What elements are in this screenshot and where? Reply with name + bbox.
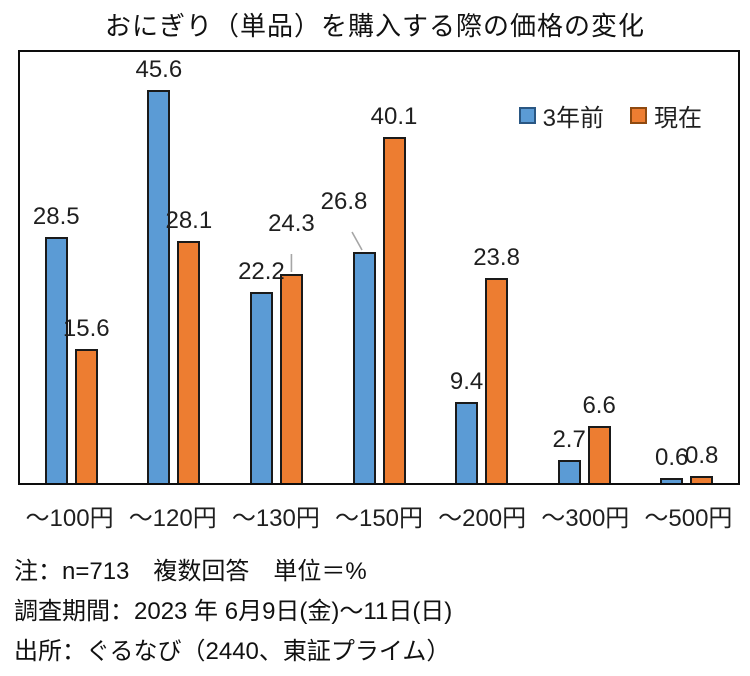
legend-label-3-years-ago: 3年前 — [542, 105, 604, 132]
bar-現在-～120円 — [177, 241, 201, 483]
x-axis: ～100円 ～120円 ～130円 ～150円 ～200円 ～300円 ～500円 — [18, 498, 740, 533]
bar-label-3年前-～100円: 28.5 — [32, 202, 80, 230]
bar-3年前-～100円 — [44, 237, 68, 483]
x-axis-label-～300円: ～300円 — [541, 505, 630, 532]
note-source: 出所：ぐるなび（2440、東証プライム） — [14, 638, 451, 665]
bar-label-現在-～150円: 40.1 — [370, 102, 418, 130]
bar-label-現在-～500円: 0.8 — [685, 441, 719, 469]
bar-現在-～500円 — [690, 476, 714, 483]
bar-現在-～130円 — [279, 274, 303, 483]
legend-swatch-3-years-ago-icon — [518, 107, 536, 124]
bar-3年前-～200円 — [455, 402, 479, 483]
bar-label-現在-～300円: 6.6 — [582, 391, 616, 419]
bar-3年前-～500円 — [660, 478, 684, 483]
x-axis-label-～150円: ～150円 — [334, 505, 424, 532]
bar-label-現在-～100円: 15.6 — [62, 314, 110, 342]
bar-現在-～300円 — [587, 426, 611, 483]
chart-notes: 注：n=713 複数回答 単位＝% 調査期間：2023 年 6月9日(金)～11… — [14, 552, 744, 672]
note-sample-size: 注：n=713 複数回答 単位＝% — [14, 558, 367, 585]
bar-3年前-～300円 — [557, 460, 581, 483]
bar-現在-～150円 — [382, 137, 406, 483]
bar-label-3年前-～150円: 26.8 — [320, 187, 368, 215]
bar-label-3年前-～200円: 9.4 — [449, 367, 484, 395]
bar-label-現在-～200円: 23.8 — [473, 243, 520, 271]
plot-area: 28.5 15.6 45.6 28.1 22.2 24.3 26.8 40.1 9.4 23.8 2… — [18, 50, 740, 485]
x-axis-label-～200円: ～200円 — [438, 505, 527, 532]
legend-item-now: 現在 — [630, 98, 702, 133]
bar-label-現在-～120円: 28.1 — [165, 206, 213, 234]
bar-現在-～200円 — [485, 278, 509, 483]
legend: 3年前 現在 — [518, 98, 702, 133]
legend-label-now: 現在 — [654, 105, 702, 132]
legend-swatch-now-icon — [630, 107, 647, 124]
bar-現在-～100円 — [74, 349, 98, 483]
bar-label-3年前-～130円: 22.2 — [238, 257, 285, 285]
bar-label-3年前-～300円: 2.7 — [552, 425, 586, 453]
x-axis-label-～120円: ～120円 — [128, 505, 217, 532]
note-survey-period: 調査期間：2023 年 6月9日(金)～11日(日) — [14, 598, 453, 625]
bar-label-現在-～130円: 24.3 — [268, 209, 315, 237]
legend-item-3-years-ago: 3年前 — [518, 98, 604, 133]
bar-3年前-～150円 — [352, 252, 376, 483]
bar-3年前-～130円 — [249, 292, 273, 483]
bar-3年前-～120円 — [147, 90, 171, 483]
bar-label-3年前-～500円: 0.6 — [655, 443, 689, 471]
x-axis-label-～500円: ～500円 — [644, 505, 733, 532]
x-axis-label-～130円: ～130円 — [231, 505, 320, 532]
bar-label-3年前-～120円: 45.6 — [135, 55, 183, 83]
x-axis-label-～100円: ～100円 — [25, 505, 114, 532]
bars-container: 28.5 15.6 45.6 28.1 22.2 24.3 26.8 40.1 9.4 23.8 2… — [20, 52, 738, 483]
chart-title: おにぎり（単品）を購入する際の価格の変化 — [104, 11, 645, 41]
